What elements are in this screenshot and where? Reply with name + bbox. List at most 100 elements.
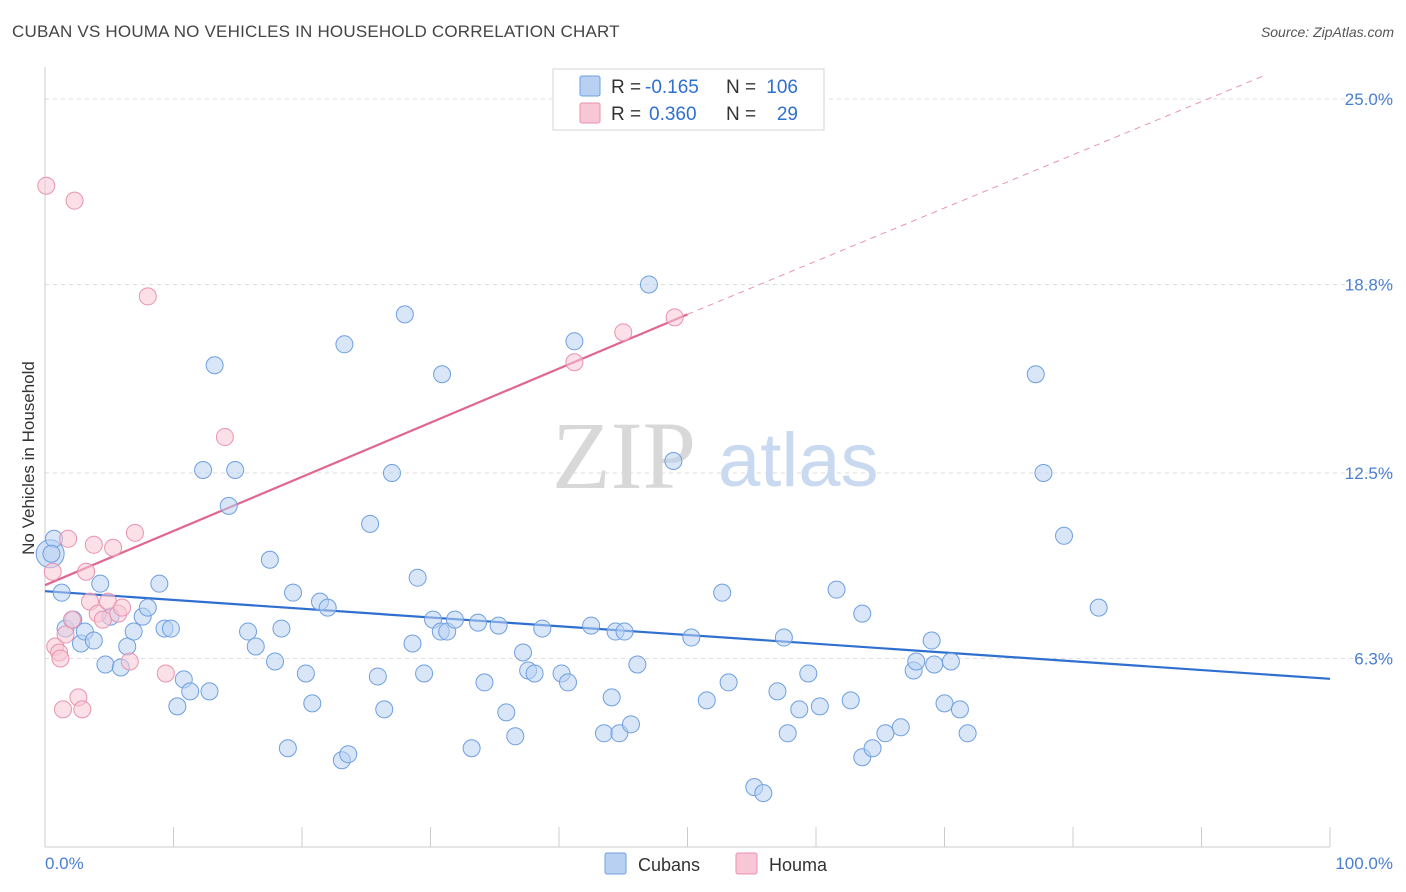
cubans-point bbox=[853, 604, 872, 623]
trend-lines bbox=[44, 74, 1331, 680]
cubans-point bbox=[891, 718, 910, 737]
cubans-point bbox=[246, 637, 265, 656]
houma-point bbox=[156, 664, 175, 683]
cubans-point bbox=[469, 613, 488, 632]
cubans-point bbox=[445, 610, 464, 629]
houma-point bbox=[138, 287, 157, 306]
cubans-point bbox=[403, 634, 422, 653]
houma-point bbox=[104, 538, 123, 557]
cubans-point bbox=[621, 715, 640, 734]
legend-n-value-houma: 29 bbox=[777, 104, 798, 125]
axes bbox=[44, 67, 1331, 848]
cubans-point bbox=[181, 682, 200, 701]
cubans-point bbox=[525, 664, 544, 683]
cubans-point bbox=[415, 664, 434, 683]
cubans-point bbox=[118, 637, 137, 656]
legend-r-value-houma: 0.360 bbox=[649, 104, 697, 125]
legend-n-label-cubans: N = bbox=[726, 77, 756, 98]
cubans-point bbox=[594, 724, 613, 743]
cubans-point bbox=[506, 727, 525, 746]
cubans-point bbox=[395, 305, 414, 324]
cubans-point bbox=[335, 335, 354, 354]
houma-point bbox=[77, 562, 96, 581]
cubans-point bbox=[827, 580, 846, 599]
cubans-point bbox=[303, 694, 322, 713]
cubans-point bbox=[935, 694, 954, 713]
x-tick-labels: 0.0% 100.0% bbox=[45, 854, 1393, 873]
cubans-point bbox=[194, 460, 213, 479]
cubans-point bbox=[375, 700, 394, 719]
cubans-point bbox=[433, 365, 452, 384]
watermark: ZIP atlas bbox=[552, 402, 879, 509]
series-legend-label-houma: Houma bbox=[769, 855, 828, 875]
cubans-point bbox=[219, 496, 238, 515]
houma-point bbox=[84, 535, 103, 554]
houma-point bbox=[93, 610, 112, 629]
cubans-point bbox=[876, 724, 895, 743]
cubans-point bbox=[582, 616, 601, 635]
houma-point bbox=[59, 529, 78, 548]
cubans-point bbox=[296, 664, 315, 683]
cubans-point bbox=[950, 700, 969, 719]
houma-point bbox=[614, 323, 633, 342]
cubans-point bbox=[168, 697, 187, 716]
cubans-point bbox=[497, 703, 516, 722]
cubans-point bbox=[774, 628, 793, 647]
cubans-point bbox=[205, 356, 224, 375]
houma-point bbox=[113, 598, 132, 617]
cubans-point bbox=[150, 574, 169, 593]
cubans-point bbox=[52, 583, 71, 602]
cubans-point bbox=[260, 550, 279, 569]
houma-point bbox=[53, 700, 72, 719]
cubans-point bbox=[226, 460, 245, 479]
y-tick-labels: 6.3% 12.5% 18.8% 25.0% bbox=[1345, 90, 1393, 669]
cubans-point bbox=[200, 682, 219, 701]
cubans-point bbox=[1026, 365, 1045, 384]
cubans-point bbox=[272, 619, 291, 638]
cubans-point bbox=[1089, 598, 1108, 617]
legend-r-label-houma: R = bbox=[611, 104, 641, 125]
y-tick-label-3: 25.0% bbox=[1345, 90, 1393, 109]
houma-point bbox=[120, 652, 139, 671]
cubans-point bbox=[778, 724, 797, 743]
cubans-point bbox=[697, 691, 716, 710]
cubans-point bbox=[958, 724, 977, 743]
cubans-point bbox=[475, 673, 494, 692]
houma-trend-extension bbox=[687, 74, 1266, 315]
chart-title: CUBAN VS HOUMA NO VEHICLES IN HOUSEHOLD … bbox=[12, 22, 620, 41]
legend-n-label-houma: N = bbox=[726, 104, 756, 125]
houma-point bbox=[43, 562, 62, 581]
x-tick-label-1: 100.0% bbox=[1335, 854, 1393, 873]
cubans-point bbox=[713, 583, 732, 602]
watermark-atlas: atlas bbox=[718, 418, 879, 503]
cubans-point bbox=[462, 739, 481, 758]
houma-point bbox=[565, 353, 584, 372]
legend-r-label-cubans: R = bbox=[611, 77, 641, 98]
cubans-point bbox=[408, 568, 427, 587]
cubans-point bbox=[664, 452, 683, 470]
cubans-point bbox=[368, 667, 387, 686]
cubans-point bbox=[91, 574, 110, 593]
cubans-point bbox=[602, 688, 621, 707]
cubans-point bbox=[907, 652, 926, 671]
data-points bbox=[35, 176, 1108, 803]
cubans-point bbox=[266, 652, 285, 671]
stats-legend: R = -0.165 N = 106 R = 0.360 N = 29 bbox=[552, 68, 825, 131]
houma-point bbox=[37, 176, 56, 195]
cubans-point bbox=[42, 544, 61, 563]
cubans-point bbox=[489, 616, 508, 635]
cubans-point bbox=[941, 652, 960, 671]
cubans-point bbox=[925, 655, 944, 674]
series-legend-swatch-cubans bbox=[604, 852, 627, 875]
houma-point bbox=[56, 625, 75, 644]
cubans-point bbox=[565, 332, 584, 351]
cubans-point bbox=[754, 784, 773, 803]
cubans-point bbox=[1055, 526, 1074, 545]
cubans-point bbox=[96, 655, 115, 674]
series-legend-swatch-houma bbox=[735, 852, 758, 875]
cubans-point bbox=[790, 700, 809, 719]
cubans-point bbox=[615, 622, 634, 641]
series-legend: Cubans Houma bbox=[604, 852, 828, 875]
gridlines bbox=[45, 98, 1395, 659]
